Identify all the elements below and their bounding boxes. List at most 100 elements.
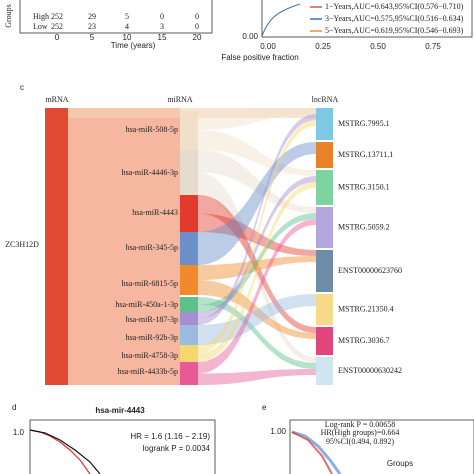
panel-label: c — [20, 83, 24, 92]
mirna-node — [180, 150, 198, 195]
x-tick-label: 0.25 — [315, 42, 331, 51]
flow — [198, 182, 316, 362]
risk-group: Low — [33, 22, 48, 31]
flow — [198, 369, 316, 385]
flow — [198, 120, 316, 354]
risk-count: 23 — [88, 22, 96, 31]
lncrna-node — [316, 294, 333, 325]
confidence-interval: 95%CI(0.494, 0.892) — [326, 437, 394, 446]
mirna-node — [180, 265, 198, 295]
lncrna-label: MSTRG.21350.4 — [338, 304, 394, 313]
risk-count: 3 — [160, 22, 164, 31]
lncrna-label: MSTRG.7995.1 — [338, 119, 390, 128]
column-header: lncRNA — [312, 95, 339, 104]
x-tick-label: 15 — [158, 33, 167, 42]
lncrna-node — [316, 327, 333, 355]
mirna-label: hsa-miR-92b-3p — [126, 333, 178, 342]
flow — [198, 195, 316, 333]
km-curve — [291, 430, 342, 474]
mirna-node — [180, 297, 198, 312]
flow — [198, 172, 316, 363]
lncrna-node — [316, 357, 333, 385]
risk-count: 0 — [195, 12, 199, 21]
risk-count: 252 — [51, 12, 63, 21]
mirna-node — [180, 232, 198, 265]
risk-count: 29 — [88, 12, 96, 21]
mirna-node — [180, 110, 198, 150]
mirna-node — [180, 345, 198, 362]
mirna-label: hsa-miR-4433b-5p — [118, 367, 178, 376]
mirna-label: hsa-miR-4443 — [132, 208, 178, 217]
mirna-node — [180, 195, 198, 232]
lncrna-label: ENST00000623760 — [338, 266, 402, 275]
roc-y-tick: 0.00 — [242, 32, 258, 41]
x-tick-label: 0.75 — [425, 42, 441, 51]
flow — [198, 213, 316, 312]
x-tick-label: 0.00 — [260, 42, 276, 51]
plot-title: hsa-mir-4443 — [95, 406, 145, 415]
risk-count: 4 — [125, 22, 129, 31]
km-curve — [291, 431, 333, 474]
lncrna-node — [316, 108, 333, 140]
plot-frame — [29, 419, 216, 474]
mirna-label: hsa-miR-4758-3p — [122, 351, 178, 360]
risk-count: 5 — [125, 12, 129, 21]
flow — [198, 219, 316, 374]
lncrna-node — [316, 170, 333, 205]
lncrna-label: MSTRG.13711.1 — [338, 150, 393, 159]
mirna-label: hsa-miR-450a-1-3p — [115, 300, 178, 309]
legend-title: Groups — [387, 459, 413, 468]
risk-table-x-label: Time (years) — [111, 41, 156, 50]
mirna-label: hsa-miR-187-3p — [126, 315, 178, 324]
x-tick-label: 0 — [55, 33, 60, 42]
risk-table-y-label: Groups — [4, 4, 13, 28]
sankey: hsa-miR-508-5p hsa-miR-4446-3p hsa-miR-444… — [115, 108, 402, 385]
flow — [198, 142, 316, 249]
flow — [198, 108, 316, 130]
flow — [198, 114, 316, 325]
risk-count: 0 — [160, 12, 164, 21]
flow — [198, 150, 316, 213]
flow — [198, 300, 316, 345]
legend-entry: 5−Years,AUC=0.619,95%CI(0.546−0.693) — [325, 26, 464, 35]
panel-label: e — [262, 403, 267, 412]
mirna-node — [180, 362, 198, 385]
roc-curve — [261, 3, 301, 37]
risk-count: 0 — [195, 22, 199, 31]
x-tick-label: 5 — [90, 33, 95, 42]
lncrna-label: MSTRG.3150.1 — [338, 182, 390, 191]
mirna-label: hsa-miR-6815-5p — [122, 279, 178, 288]
plot-frame — [289, 419, 474, 474]
mirna-node — [180, 312, 198, 325]
legend-entry: 1−Years,AUC=0.643,95%CI(0.576−0.710) — [325, 2, 464, 11]
km-curve — [29, 429, 91, 474]
y-tick-label: 1.00 — [270, 427, 286, 436]
lncrna-node — [316, 250, 333, 292]
x-tick-label: 10 — [123, 33, 132, 42]
logrank: Log-rank P = 0.00658 — [325, 420, 395, 429]
flow — [198, 280, 316, 339]
hazard-ratio: HR(High groups)=0.664 — [321, 428, 400, 437]
flow — [198, 256, 316, 280]
mirna-label: hsa-miR-345-5p — [126, 243, 178, 252]
x-tick-label: 0.50 — [370, 42, 386, 51]
lncrna-label: MSTRG.3036.7 — [338, 336, 390, 345]
mrna-flow — [68, 108, 180, 385]
flow — [198, 148, 316, 265]
mrna-node — [45, 108, 68, 385]
flow — [198, 297, 316, 369]
column-header: mRNA — [45, 95, 68, 104]
risk-table-frame — [19, 0, 213, 34]
logrank: logrank P = 0.0034 — [143, 444, 211, 453]
hazard-ratio: HR = 1.6 (1.16 − 2.19) — [130, 432, 210, 441]
legend-entry: 3−Years,AUC=0.575,95%CI(0.516−0.634) — [325, 14, 464, 23]
roc-x-label: False positive fraction — [221, 53, 298, 62]
mirna-label: hsa-miR-508-5p — [126, 125, 178, 134]
x-tick-label: 20 — [193, 33, 202, 42]
mrna-label: ZC3H12D — [5, 240, 39, 249]
lncrna-node — [316, 207, 333, 248]
roc-frame — [261, 0, 473, 38]
lncrna-label: ENST00000630242 — [338, 366, 402, 375]
flow — [198, 213, 316, 256]
